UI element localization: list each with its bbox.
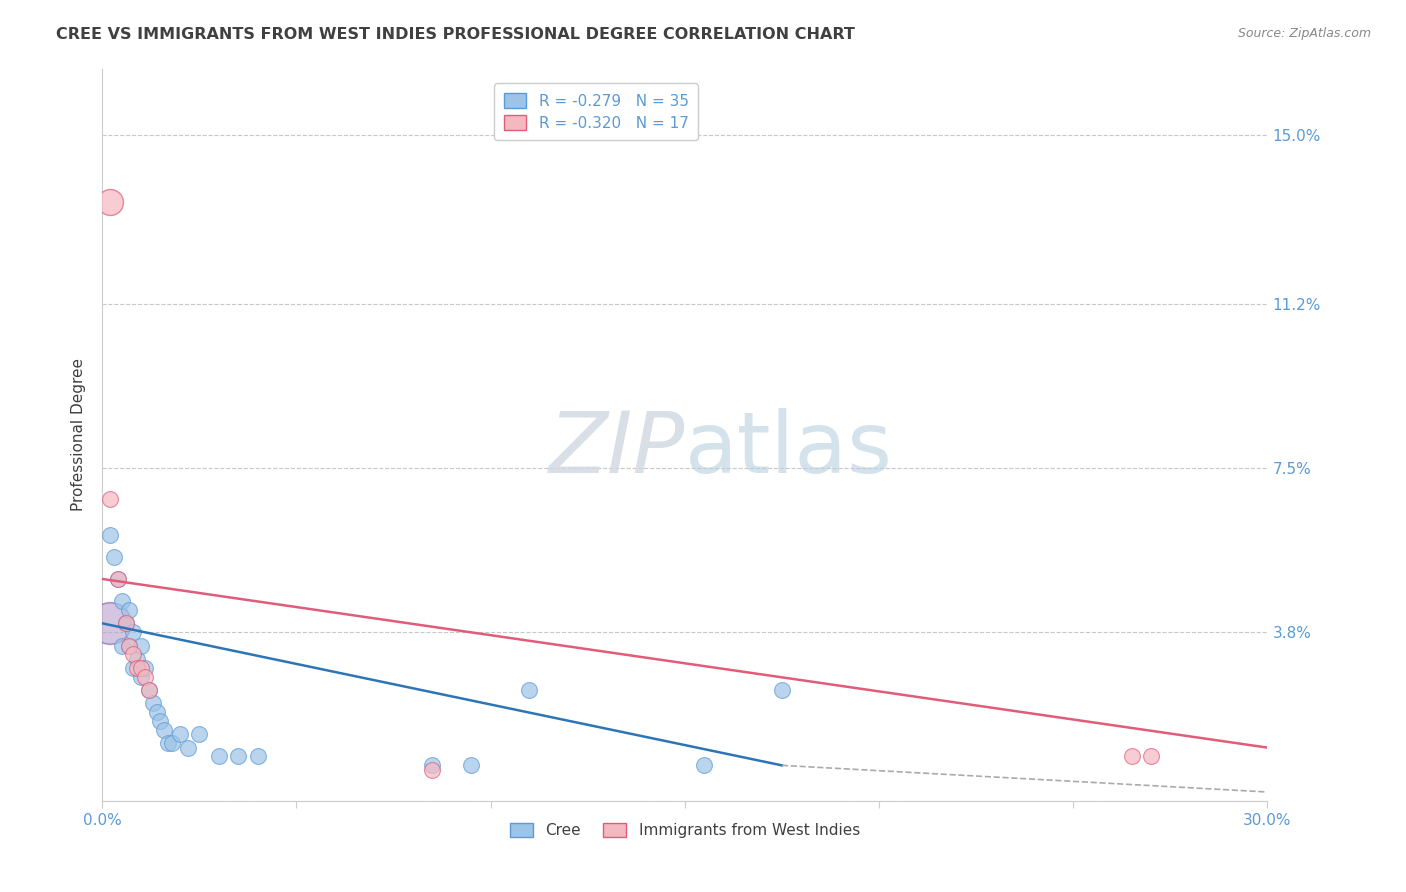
Immigrants from West Indies [98,491,121,506]
Cree [103,549,125,564]
Cree [129,639,152,653]
Cree [246,749,269,764]
Cree [98,527,121,541]
Text: Source: ZipAtlas.com: Source: ZipAtlas.com [1237,27,1371,40]
Point [98,194,121,209]
Immigrants from West Indies [422,763,444,777]
Immigrants from West Indies [129,661,152,675]
Cree [157,736,180,750]
Immigrants from West Indies [134,670,156,684]
Cree [129,670,152,684]
Cree [114,616,136,631]
Cree [122,625,145,640]
Point [98,616,121,631]
Cree [127,652,149,666]
Cree [149,714,172,728]
Legend: Cree, Immigrants from West Indies: Cree, Immigrants from West Indies [503,817,866,845]
Text: CREE VS IMMIGRANTS FROM WEST INDIES PROFESSIONAL DEGREE CORRELATION CHART: CREE VS IMMIGRANTS FROM WEST INDIES PROF… [56,27,855,42]
Cree [519,682,541,697]
Cree [107,572,129,586]
Immigrants from West Indies [118,639,141,653]
Immigrants from West Indies [107,572,129,586]
Cree [138,682,160,697]
Cree [422,758,444,772]
Y-axis label: Professional Degree: Professional Degree [72,359,86,511]
Cree [460,758,482,772]
Cree [176,740,198,755]
Cree [122,661,145,675]
Cree [208,749,231,764]
Immigrants from West Indies [1140,749,1163,764]
Text: ZIP: ZIP [548,408,685,491]
Cree [188,727,211,741]
Immigrants from West Indies [127,661,149,675]
Immigrants from West Indies [138,682,160,697]
Cree [111,639,134,653]
Cree [142,696,165,710]
Text: atlas: atlas [685,408,893,491]
Cree [118,603,141,617]
Immigrants from West Indies [114,616,136,631]
Cree [134,661,156,675]
Cree [226,749,249,764]
Cree [153,723,176,737]
Cree [118,639,141,653]
Cree [770,682,793,697]
Cree [111,594,134,608]
Cree [693,758,716,772]
Cree [169,727,191,741]
Immigrants from West Indies [1121,749,1143,764]
Cree [145,705,167,719]
Immigrants from West Indies [122,648,145,662]
Cree [160,736,183,750]
